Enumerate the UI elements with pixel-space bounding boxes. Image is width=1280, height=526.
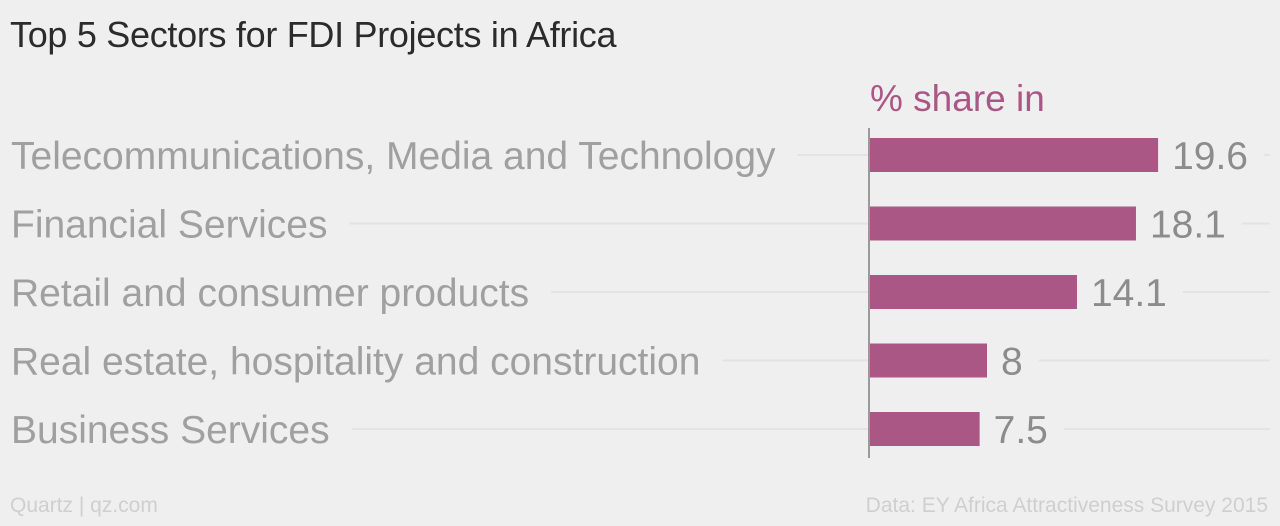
- category-label: Telecommunications, Media and Technology: [11, 135, 776, 178]
- bar: [869, 138, 1159, 172]
- bar: [869, 275, 1077, 309]
- value-label: 18.1: [1150, 204, 1226, 247]
- footer-data-source: Data: EY Africa Attractiveness Survey 20…: [865, 494, 1268, 517]
- series-label: % share in: [870, 78, 1045, 119]
- category-label: Retail and consumer products: [11, 272, 529, 315]
- value-label: 8: [1001, 341, 1023, 384]
- value-label: 14.1: [1091, 272, 1167, 315]
- category-labels: Telecommunications, Media and Technology…: [11, 135, 776, 452]
- bar: [869, 343, 987, 378]
- bar: [869, 206, 1136, 241]
- guide-lines: [349, 154, 1270, 430]
- category-label: Financial Services: [11, 204, 327, 247]
- value-labels: 19.6 18.1 14.1 8 7.5: [994, 135, 1248, 452]
- chart-title: Top 5 Sectors for FDI Projects in Africa: [10, 14, 617, 55]
- category-label: Business Services: [11, 409, 330, 452]
- value-label: 7.5: [994, 409, 1048, 452]
- footer-brand: Quartz | qz.com: [10, 494, 158, 517]
- bar: [869, 412, 980, 446]
- category-label: Real estate, hospitality and constructio…: [11, 341, 700, 384]
- value-label: 19.6: [1172, 135, 1248, 178]
- bars: [869, 138, 1159, 446]
